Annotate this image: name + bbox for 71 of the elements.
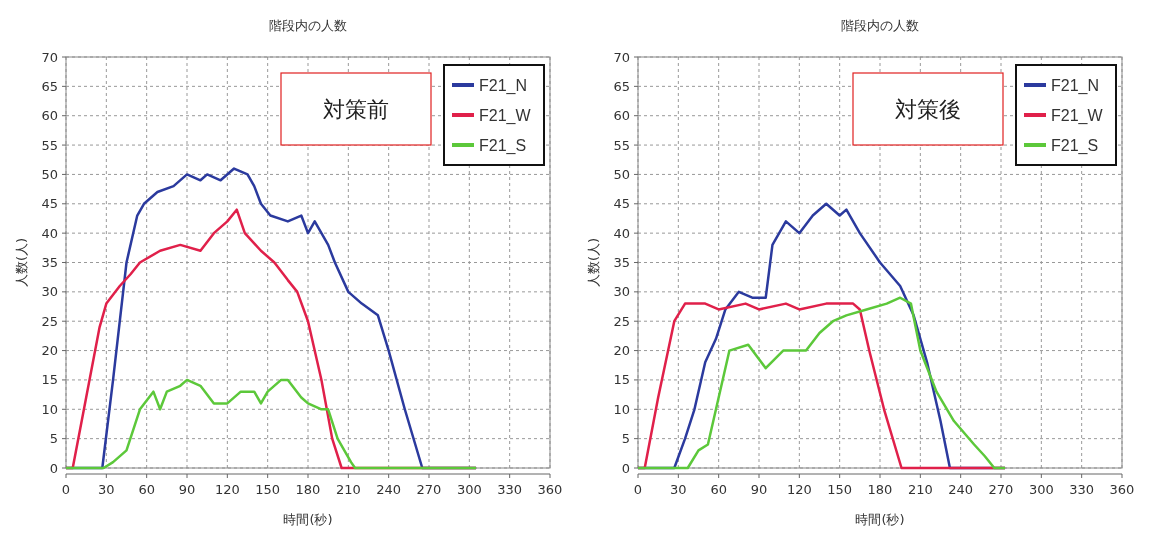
chart-title: 階段内の人数	[841, 18, 919, 33]
y-tick-label: 35	[613, 255, 630, 271]
legend-label: F21_N	[479, 76, 528, 95]
y-tick-label: 30	[41, 284, 58, 300]
x-tick-label: 360	[1109, 482, 1135, 497]
x-tick-label: 330	[1069, 482, 1095, 497]
y-tick-label: 25	[613, 313, 630, 329]
y-tick-label: 65	[41, 78, 58, 94]
y-tick-label: 55	[613, 137, 630, 153]
y-tick-label: 25	[41, 313, 58, 329]
y-axis-title: 人数(人)	[586, 237, 601, 288]
y-tick-label: 15	[41, 372, 58, 388]
x-tick-label: 150	[827, 482, 853, 497]
y-tick-label: 45	[613, 196, 630, 212]
x-tick-label: 30	[98, 482, 115, 497]
x-tick-label: 270	[416, 482, 442, 497]
x-tick-label: 180	[295, 482, 321, 497]
y-tick-label: 70	[41, 49, 58, 65]
x-tick-label: 0	[633, 482, 643, 497]
y-tick-label: 5	[621, 431, 630, 447]
x-tick-label: 210	[335, 482, 361, 497]
y-tick-label: 50	[41, 166, 58, 182]
y-tick-label: 55	[41, 137, 58, 153]
y-tick-label: 65	[613, 78, 630, 94]
y-tick-label: 10	[41, 401, 58, 417]
x-tick-label: 60	[710, 482, 727, 497]
y-axis-title: 人数(人)	[14, 237, 29, 288]
x-tick-label: 120	[214, 482, 240, 497]
x-tick-label: 120	[786, 482, 812, 497]
y-tick-label: 45	[41, 196, 58, 212]
legend-label: F21_S	[1051, 136, 1099, 155]
y-tick-label: 0	[621, 460, 630, 476]
y-tick-label: 60	[41, 108, 58, 124]
x-tick-label: 240	[948, 482, 974, 497]
y-tick-label: 70	[613, 49, 630, 65]
x-tick-label: 90	[178, 482, 196, 497]
y-tick-label: 0	[49, 460, 58, 476]
legend-label: F21_S	[479, 136, 527, 155]
x-tick-label: 90	[750, 482, 768, 497]
x-tick-label: 360	[537, 482, 563, 497]
x-tick-label: 30	[670, 482, 687, 497]
y-tick-label: 15	[613, 372, 630, 388]
legend-label: F21_N	[1051, 76, 1100, 95]
x-tick-label: 330	[497, 482, 523, 497]
x-tick-label: 210	[907, 482, 933, 497]
x-tick-label: 180	[867, 482, 893, 497]
legend-label: F21_W	[1051, 106, 1104, 125]
y-tick-label: 40	[41, 225, 58, 241]
y-tick-label: 35	[41, 255, 58, 271]
y-tick-label: 10	[613, 401, 630, 417]
y-tick-label: 40	[613, 225, 630, 241]
legend-label: F21_W	[479, 106, 532, 125]
y-tick-label: 50	[613, 166, 630, 182]
annotation: 対策前	[323, 96, 389, 122]
y-tick-label: 30	[613, 284, 630, 300]
line-series	[64, 378, 478, 470]
y-tick-label: 20	[613, 343, 630, 359]
x-tick-label: 300	[1028, 482, 1054, 497]
y-tick-label: 60	[613, 108, 630, 124]
x-tick-label: 60	[138, 482, 155, 497]
annotation: 対策後	[895, 96, 961, 122]
y-tick-label: 20	[41, 343, 58, 359]
x-tick-label: 150	[255, 482, 281, 497]
x-tick-label: 0	[61, 482, 71, 497]
x-tick-label: 240	[376, 482, 402, 497]
x-tick-label: 300	[456, 482, 482, 497]
x-axis-title: 時間(秒)	[283, 512, 333, 527]
x-tick-label: 270	[988, 482, 1014, 497]
chart-title: 階段内の人数	[269, 18, 347, 33]
y-tick-label: 5	[49, 431, 58, 447]
x-axis-title: 時間(秒)	[855, 512, 905, 527]
